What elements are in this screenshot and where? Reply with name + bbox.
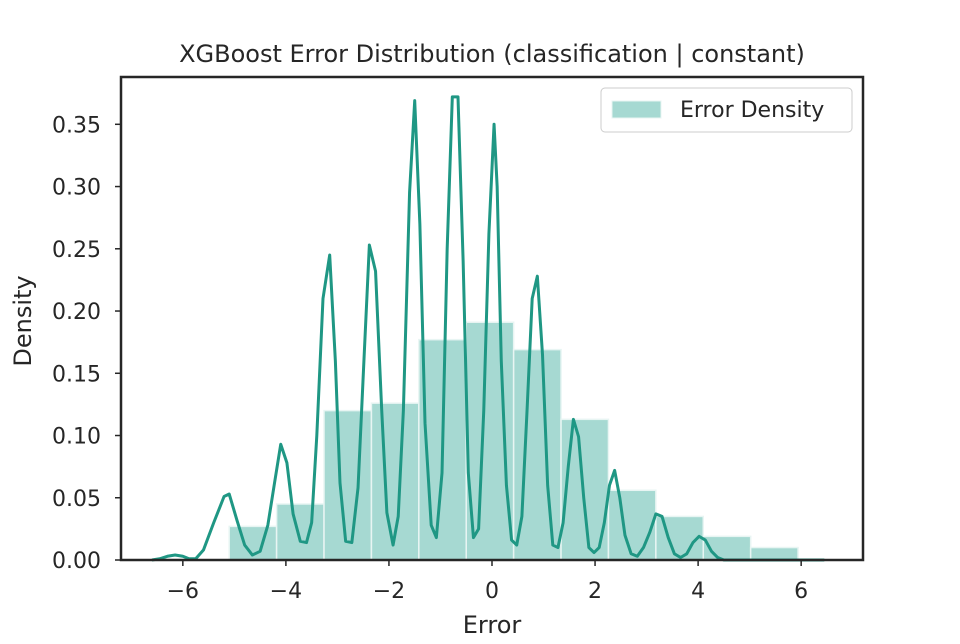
kde-curve-group	[151, 95, 825, 562]
kde-line	[151, 95, 825, 562]
y-tick-label: 0.15	[52, 362, 101, 387]
plot-area-frame	[119, 75, 865, 562]
y-tick-label: 0.00	[52, 549, 101, 574]
y-tick-label: 0.05	[52, 487, 101, 512]
histogram-bar	[323, 409, 373, 561]
x-tick-label: 0	[485, 579, 499, 604]
histogram-bar	[749, 546, 799, 561]
legend-box	[600, 87, 853, 133]
legend-label: Error Density	[680, 98, 824, 123]
x-axis-label: Error	[463, 611, 522, 639]
histogram-bar	[607, 489, 657, 561]
x-tick-label: 6	[794, 579, 808, 604]
y-axis-label: Density	[9, 275, 37, 366]
y-tick-label: 0.25	[52, 238, 101, 263]
axis-ticks: −6 −4 −2 0 2 4 6 0.00 0.05 0.10 0.15 0.20 0.25 0.30 0.…	[52, 113, 808, 604]
y-tick-label: 0.20	[52, 300, 101, 325]
x-tick-label: 2	[588, 579, 602, 604]
x-tick-label: −4	[270, 579, 302, 604]
legend-swatch	[611, 100, 662, 119]
histogram-bar	[275, 503, 325, 561]
legend: Error Density	[600, 87, 853, 133]
x-tick-label: −6	[167, 579, 199, 604]
x-tick-label: −2	[373, 579, 405, 604]
chart-title: XGBoost Error Distribution (classificati…	[179, 40, 805, 68]
histogram-bars	[228, 321, 799, 561]
y-tick-label: 0.35	[52, 113, 101, 138]
y-tick-label: 0.10	[52, 425, 101, 450]
x-tick-label: 4	[691, 579, 705, 604]
y-tick-label: 0.30	[52, 176, 101, 201]
